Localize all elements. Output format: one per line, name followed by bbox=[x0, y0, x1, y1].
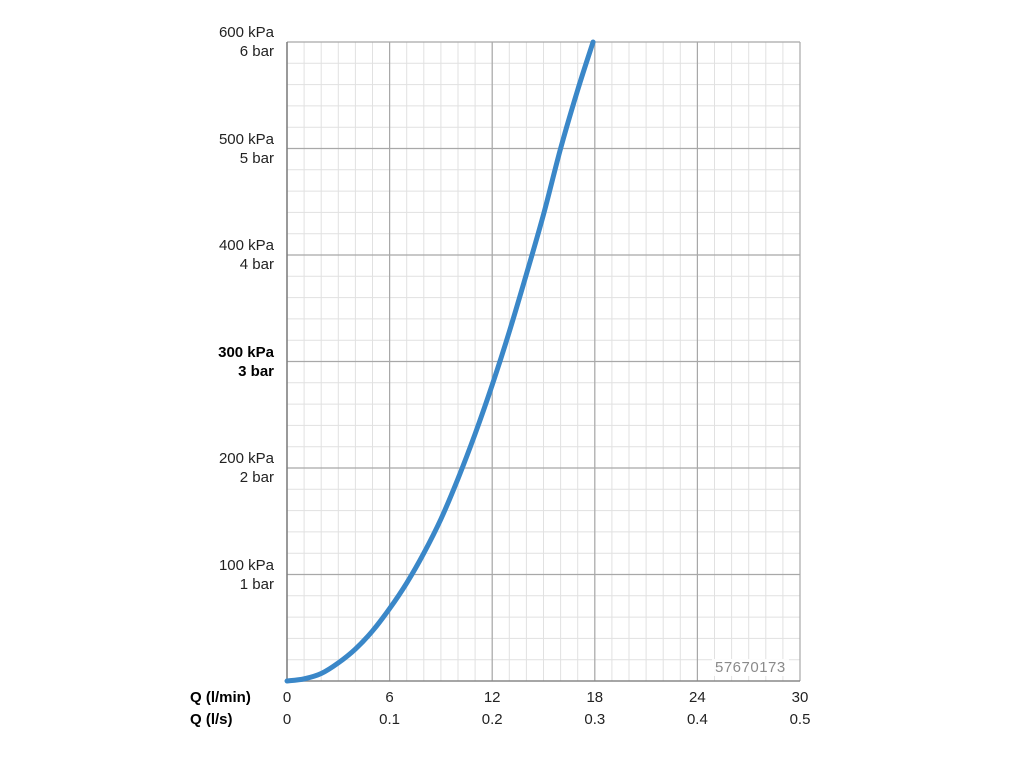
x-axis-title-lmin: Q (l/min) bbox=[190, 689, 251, 706]
product-code: 57670173 bbox=[712, 659, 789, 676]
x-tick-ls: 0 bbox=[282, 711, 292, 728]
y-tick-label: 400 kPa 4 bar bbox=[154, 236, 274, 274]
x-tick-lmin: 18 bbox=[586, 689, 604, 706]
y-tick-kpa: 200 kPa bbox=[218, 450, 274, 467]
x-tick-ls: 0.2 bbox=[481, 711, 503, 728]
y-tick-label: 200 kPa 2 bar bbox=[154, 449, 274, 487]
pressure-curve bbox=[284, 39, 596, 684]
y-tick-bar: 1 bar bbox=[239, 575, 274, 593]
x-tick-ls: 0.1 bbox=[379, 711, 401, 728]
y-tick-bar: 3 bar bbox=[238, 362, 274, 380]
x-tick-lmin: 30 bbox=[791, 689, 809, 706]
y-tick-kpa: 600 kPa bbox=[218, 24, 274, 41]
x-axis-title-ls: Q (l/s) bbox=[190, 711, 233, 728]
y-tick-kpa: 500 kPa bbox=[218, 130, 274, 148]
y-tick-bar: 2 bar bbox=[239, 469, 274, 486]
x-tick-lmin: 12 bbox=[483, 689, 501, 706]
curve-layer bbox=[284, 39, 596, 684]
y-tick-kpa: 100 kPa bbox=[218, 556, 274, 574]
y-tick-bar: 4 bar bbox=[239, 256, 274, 273]
x-tick-ls: 0.4 bbox=[686, 711, 708, 728]
y-tick-kpa: 300 kPa bbox=[218, 343, 274, 361]
y-tick-label: 300 kPa 3 bar bbox=[154, 343, 274, 381]
y-tick-label: 500 kPa 5 bar bbox=[154, 130, 274, 168]
x-tick-lmin: 6 bbox=[385, 689, 394, 706]
y-tick-label: 600 kPa 6 bar bbox=[154, 23, 274, 61]
y-tick-kpa: 400 kPa bbox=[218, 237, 274, 254]
x-tick-ls: 0.5 bbox=[789, 711, 811, 728]
y-tick-label: 100 kPa 1 bar bbox=[154, 556, 274, 594]
x-tick-lmin: 24 bbox=[689, 689, 706, 706]
y-tick-bar: 5 bar bbox=[239, 149, 274, 167]
major-grid bbox=[286, 41, 801, 682]
x-tick-lmin: 0 bbox=[282, 689, 292, 706]
x-tick-ls: 0.3 bbox=[584, 711, 606, 728]
y-tick-bar: 6 bar bbox=[239, 43, 274, 60]
